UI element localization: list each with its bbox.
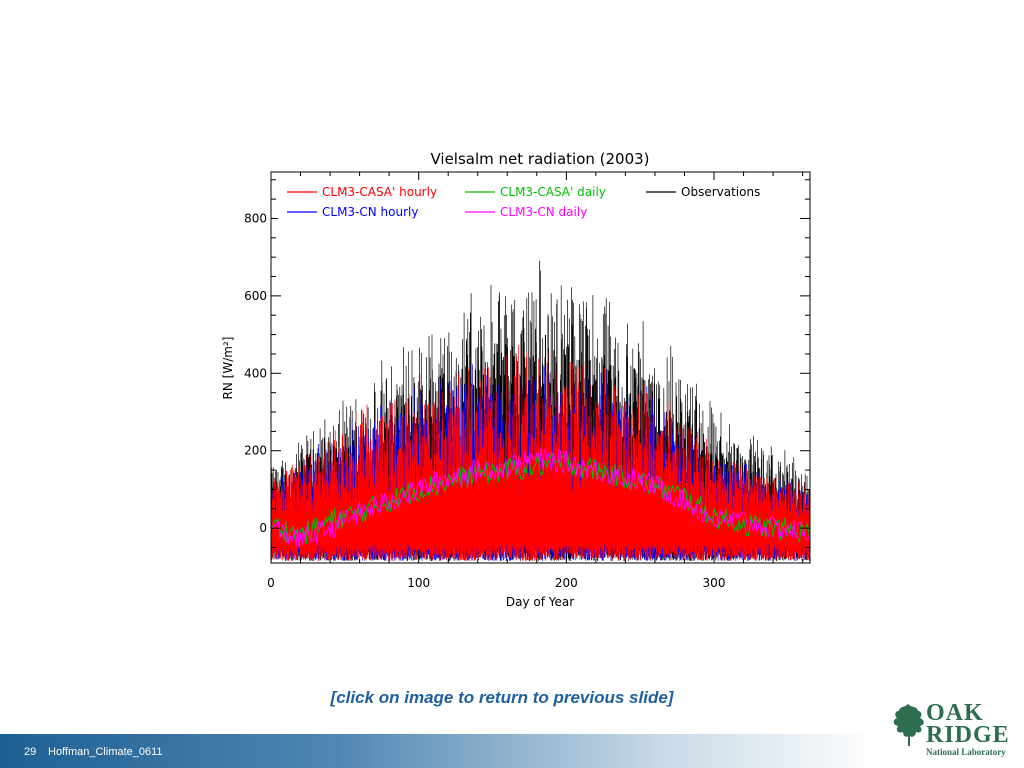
x-tick-label: 0 [267, 576, 275, 590]
legend-label: CLM3-CASA' hourly [322, 185, 437, 199]
x-tick-label: 200 [555, 576, 578, 590]
legend-label: CLM3-CASA' daily [500, 185, 606, 199]
y-tick-label: 0 [259, 521, 267, 535]
chart-legend: CLM3-CASA' hourly CLM3-CASA' daily Observa… [278, 180, 798, 226]
legend-label: CLM3-CN daily [500, 205, 587, 219]
x-axis-label: Day of Year [506, 595, 574, 609]
x-tick-label: 300 [703, 576, 726, 590]
slide-number: 29 [24, 746, 37, 758]
legend-label: CLM3-CN hourly [322, 205, 418, 219]
footer-band [0, 734, 880, 768]
y-tick-label: 400 [244, 366, 267, 380]
oak-ridge-logo: OAK RIDGE National Laboratory [890, 700, 1010, 762]
plot-marks [270, 260, 811, 562]
plot-frame [270, 171, 811, 564]
oak-leaf-icon [893, 704, 924, 746]
y-axis-label: RN [W/m²] [221, 337, 235, 400]
logo-line1: OAK [926, 700, 984, 726]
legend-background [278, 180, 798, 226]
y-tick-label: 600 [244, 289, 267, 303]
axis-ticks: 0 100 200 300 0 200 400 600 800 [244, 172, 810, 590]
y-tick-label: 200 [244, 444, 267, 458]
y-tick-label: 800 [244, 211, 267, 225]
net-radiation-chart[interactable]: Vielsalm net radiation (2003) 0 100 200 300… [0, 0, 1024, 700]
legend-label: Observations [681, 185, 760, 199]
x-tick-label: 100 [407, 576, 430, 590]
logo-line2: RIDGE [926, 722, 1010, 748]
series-clm3-casa-daily [270, 451, 811, 544]
return-link-caption[interactable]: [click on image to return to previous sl… [330, 688, 674, 707]
footer-text: Hoffman_Climate_0611 [48, 746, 163, 758]
chart-title: Vielsalm net radiation (2003) [430, 150, 649, 168]
logo-line3: National Laboratory [926, 747, 1006, 757]
series-clm3-cn-daily [270, 447, 811, 548]
